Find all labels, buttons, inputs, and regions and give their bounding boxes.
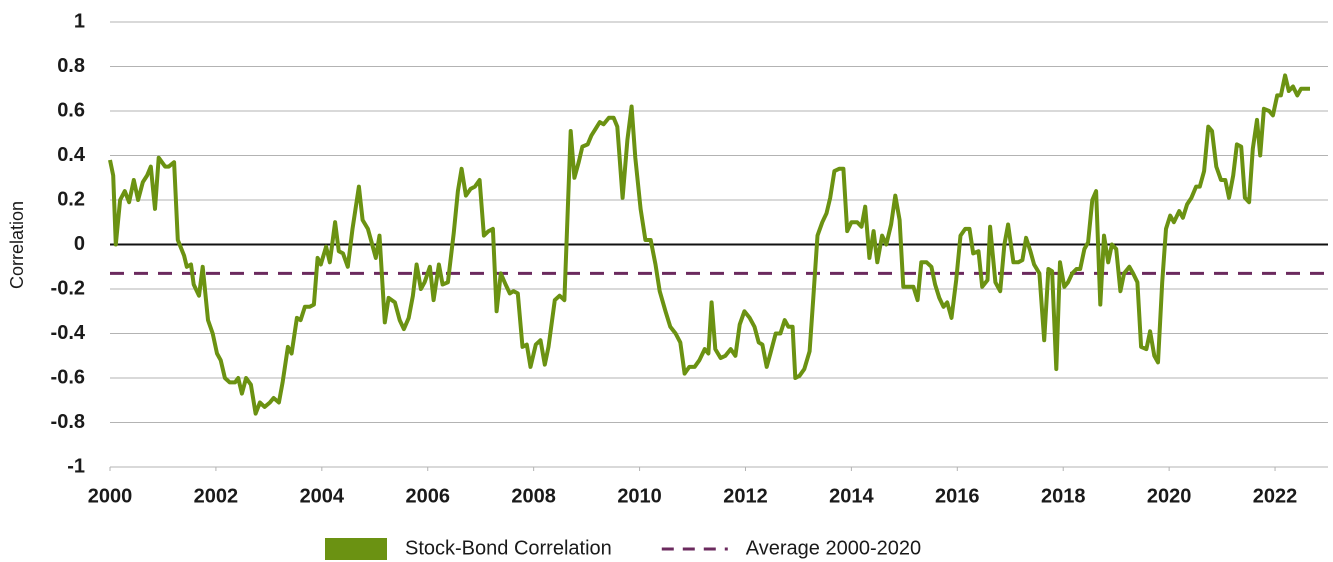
y-tick-label: 1 <box>74 10 85 32</box>
x-tick-label: 2012 <box>723 485 768 507</box>
x-tick-label: 2014 <box>829 485 874 507</box>
y-tick-label: 0.2 <box>57 188 85 210</box>
y-tick-label: 0.4 <box>57 144 86 166</box>
y-tick-label: -0.4 <box>51 322 86 344</box>
data-line <box>108 73 1310 416</box>
y-tick-label: -0.8 <box>51 411 85 433</box>
legend-label: Average 2000-2020 <box>746 537 921 559</box>
x-tick-label: 2010 <box>617 485 662 507</box>
x-tick-label: 2006 <box>405 485 450 507</box>
x-tick-label: 2022 <box>1253 485 1298 507</box>
legend-swatch <box>325 538 387 560</box>
y-axis-title: Correlation <box>7 201 27 289</box>
y-tick-label: 0.6 <box>57 99 85 121</box>
y-tick-label: -0.6 <box>51 366 85 388</box>
legend-label: Stock-Bond Correlation <box>405 537 612 559</box>
x-tick-label: 2018 <box>1041 485 1086 507</box>
y-tick-label: -0.2 <box>51 277 85 299</box>
x-tick-label: 2016 <box>935 485 980 507</box>
y-tick-label: -1 <box>67 455 85 477</box>
x-tick-label: 2004 <box>300 485 345 507</box>
x-tick-label: 2000 <box>88 485 133 507</box>
y-tick-label: 0.8 <box>57 55 85 77</box>
x-tick-label: 2008 <box>511 485 556 507</box>
y-tick-label: 0 <box>74 233 85 255</box>
x-tick-label: 2020 <box>1147 485 1192 507</box>
x-tick-label: 2002 <box>194 485 239 507</box>
